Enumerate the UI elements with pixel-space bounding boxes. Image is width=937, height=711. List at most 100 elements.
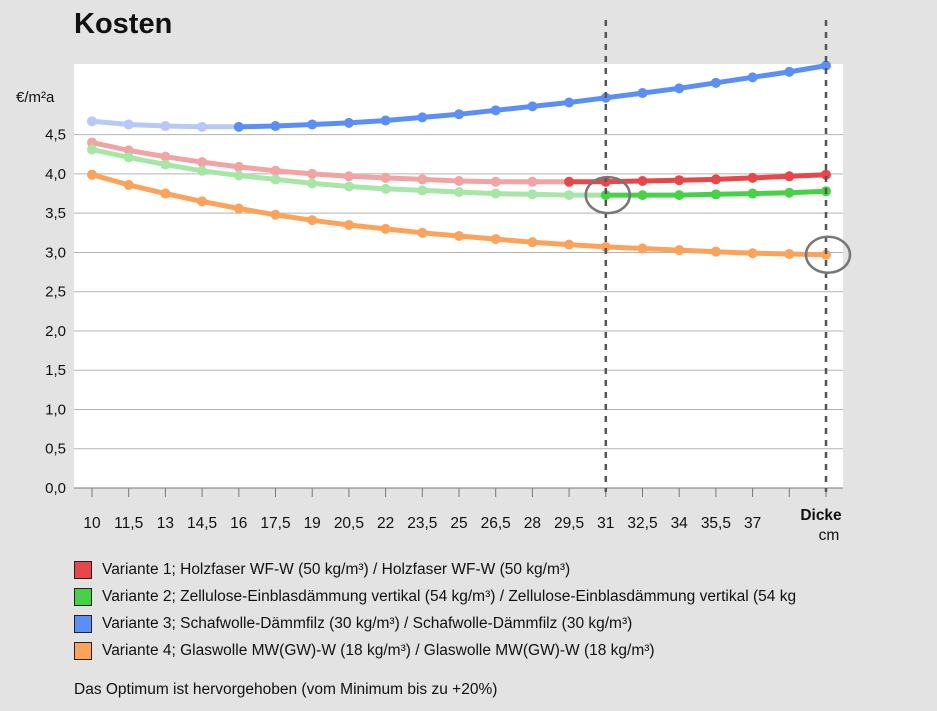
legend-label: Variante 3; Schafwolle-Dämmfilz (30 kg/m… [102, 614, 633, 632]
data-point [564, 97, 575, 108]
data-point [380, 172, 391, 183]
data-point [123, 145, 134, 156]
legend-label: Variante 2; Zellulose-Einblasdämmung ver… [102, 587, 797, 605]
x-tick-label: 34 [671, 515, 689, 532]
data-point [490, 105, 501, 116]
data-point [380, 183, 391, 194]
data-point [270, 209, 281, 220]
series-line-faded [89, 140, 572, 185]
data-point [527, 189, 538, 200]
data-point [233, 170, 244, 181]
optimum-circle-marker [584, 175, 632, 215]
x-tick-label: 25 [450, 515, 467, 532]
data-point [454, 109, 464, 120]
data-point [380, 223, 391, 234]
data-point [123, 119, 134, 130]
data-point [233, 121, 244, 132]
data-point [564, 239, 575, 250]
y-axis-label: €/m²a [16, 89, 55, 106]
y-tick-label: 4,5 [45, 127, 66, 144]
x-tick-label: 31 [597, 515, 614, 532]
x-axis-label: Dicke [800, 507, 842, 524]
legend-swatch [74, 560, 92, 579]
data-point [454, 175, 464, 186]
data-point [270, 174, 281, 185]
data-point [197, 165, 208, 176]
data-point [270, 121, 281, 132]
legend-item: Variante 4; Glaswolle MW(GW)-W (18 kg/m³… [74, 637, 937, 664]
data-point [123, 152, 134, 163]
chart-title: Kosten [74, 8, 173, 40]
data-point [747, 248, 758, 259]
data-point [270, 165, 281, 176]
x-tick-label: 10 [83, 515, 101, 532]
legend-swatch [74, 587, 92, 606]
legend-label: Variante 4; Glaswolle MW(GW)-W (18 kg/m³… [102, 641, 655, 659]
data-point [87, 144, 97, 155]
data-point [784, 187, 795, 198]
y-tick-label: 1,5 [45, 362, 66, 379]
data-point [197, 196, 208, 207]
x-tick-label: 26,5 [481, 515, 511, 532]
data-point [160, 121, 171, 132]
data-point [821, 249, 831, 260]
x-tick-label: 20,5 [334, 515, 364, 532]
y-tick-label: 0,0 [45, 480, 66, 497]
data-point [710, 77, 721, 88]
x-tick-label: 13 [157, 515, 174, 532]
y-tick-label: 1,0 [45, 401, 66, 418]
data-point [710, 174, 721, 185]
data-point [454, 186, 464, 197]
legend-item: Variante 2; Zellulose-Einblasdämmung ver… [74, 583, 937, 610]
data-point [674, 245, 685, 256]
x-tick-label: 37 [744, 515, 761, 532]
data-point [307, 178, 318, 189]
data-point [821, 169, 831, 180]
y-tick-label: 0,5 [45, 441, 66, 458]
data-point [417, 227, 428, 238]
data-point [307, 119, 318, 130]
legend-item: Variante 3; Schafwolle-Dämmfilz (30 kg/m… [74, 610, 937, 637]
data-point [527, 101, 538, 112]
data-point [233, 203, 244, 214]
data-point [784, 171, 795, 182]
data-point [674, 190, 685, 201]
data-point [417, 112, 428, 123]
data-point [160, 159, 171, 170]
x-tick-label: 19 [304, 515, 321, 532]
data-point [747, 72, 758, 83]
x-tick-label: 35,5 [701, 515, 731, 532]
x-axis-unit: cm [819, 527, 840, 544]
data-point [490, 234, 501, 245]
data-point [380, 115, 391, 126]
data-point [490, 188, 501, 199]
data-point [527, 237, 538, 248]
data-point [637, 190, 648, 201]
y-tick-label: 3,5 [45, 205, 66, 222]
x-tick-label: 14,5 [187, 515, 217, 532]
x-tick-label: 17,5 [260, 515, 290, 532]
data-point [747, 172, 758, 183]
data-point [710, 189, 721, 200]
data-point [600, 241, 611, 252]
legend-label: Variante 1; Holzfaser WF-W (50 kg/m³) / … [102, 560, 571, 578]
x-tick-label: 29,5 [554, 515, 584, 532]
x-tick-label: 23,5 [407, 515, 437, 532]
data-point [454, 230, 464, 241]
y-tick-label: 4,0 [45, 166, 66, 183]
x-tick-label: 11,5 [114, 515, 143, 532]
series-line [566, 172, 829, 185]
data-point [821, 60, 831, 71]
data-point [637, 175, 648, 186]
data-point [784, 66, 795, 77]
data-point [710, 246, 721, 257]
data-point [123, 179, 134, 190]
legend: Variante 1; Holzfaser WF-W (50 kg/m³) / … [74, 556, 937, 664]
data-point [674, 175, 685, 186]
data-point [197, 157, 208, 168]
data-point [87, 169, 97, 180]
data-point [637, 243, 648, 254]
optimum-circle-marker [804, 235, 852, 275]
data-point [343, 219, 354, 230]
data-point [343, 181, 354, 192]
